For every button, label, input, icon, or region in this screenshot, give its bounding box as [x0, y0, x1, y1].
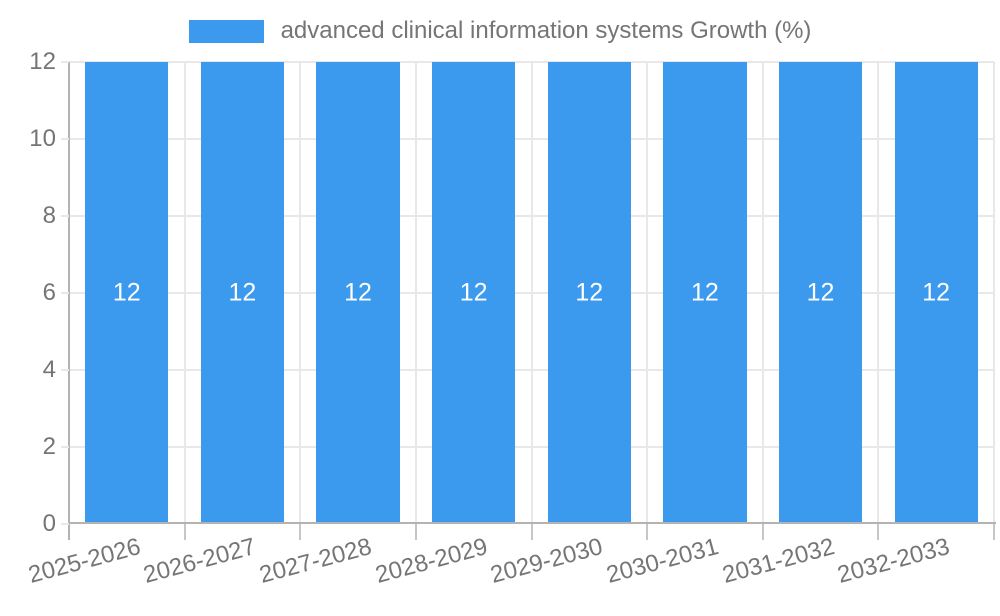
y-tick-label: 8 [42, 202, 56, 229]
y-axis-tick [61, 369, 69, 371]
gridline-vertical [183, 62, 186, 524]
bar[interactable]: 12 [894, 62, 978, 524]
x-axis-tick [530, 524, 533, 540]
x-axis-line [69, 522, 996, 524]
y-tick-label: 12 [29, 48, 56, 75]
y-axis-tick [61, 523, 69, 525]
bar[interactable]: 12 [316, 62, 400, 524]
bar-value-label: 12 [691, 278, 719, 307]
bar[interactable]: 12 [663, 62, 747, 524]
y-axis-line [68, 62, 70, 540]
gridline-vertical [646, 62, 649, 524]
gridline-vertical [299, 62, 302, 524]
y-tick-label: 0 [42, 510, 56, 537]
bar[interactable]: 12 [200, 62, 285, 524]
y-axis-tick [61, 61, 69, 63]
chart-legend[interactable]: advanced clinical information systems Gr… [0, 19, 1000, 43]
legend-swatch [188, 19, 264, 43]
y-axis-tick [61, 138, 69, 140]
bar[interactable]: 12 [778, 62, 863, 524]
bar[interactable]: 12 [85, 62, 169, 524]
x-axis-tick [414, 524, 417, 540]
y-tick-label: 6 [42, 279, 56, 306]
gridline-vertical [877, 62, 880, 524]
x-axis-tick [993, 524, 995, 540]
x-axis-tick [761, 524, 764, 540]
y-tick-label: 2 [42, 433, 56, 460]
x-axis-tick [646, 524, 649, 540]
gridline-vertical [530, 62, 533, 524]
bar[interactable]: 12 [432, 62, 516, 524]
plot-area: 12 12 12 12 12 12 12 12 [69, 61, 995, 524]
gridline-vertical [761, 62, 764, 524]
gridline-vertical [414, 62, 417, 524]
legend-label: advanced clinical information systems Gr… [280, 17, 812, 44]
bar-value-label: 12 [575, 278, 604, 307]
gridline-vertical [993, 62, 995, 524]
y-tick-label: 4 [42, 356, 56, 383]
bar-value-label: 12 [344, 278, 372, 307]
y-axis-tick [61, 215, 69, 217]
bar-value-label: 12 [806, 278, 835, 307]
bar-value-label: 12 [112, 278, 141, 307]
bar[interactable]: 12 [547, 62, 631, 524]
y-tick-label: 10 [29, 125, 56, 152]
y-axis-tick [61, 446, 69, 448]
x-axis-tick [877, 524, 880, 540]
y-axis-tick [61, 292, 69, 294]
bar-chart: advanced clinical information systems Gr… [0, 19, 1000, 589]
bar-value-label: 12 [922, 278, 951, 307]
bar-value-label: 12 [459, 278, 488, 307]
x-axis-tick [299, 524, 302, 540]
x-axis-tick [183, 524, 186, 540]
bar-value-label: 12 [228, 278, 257, 307]
